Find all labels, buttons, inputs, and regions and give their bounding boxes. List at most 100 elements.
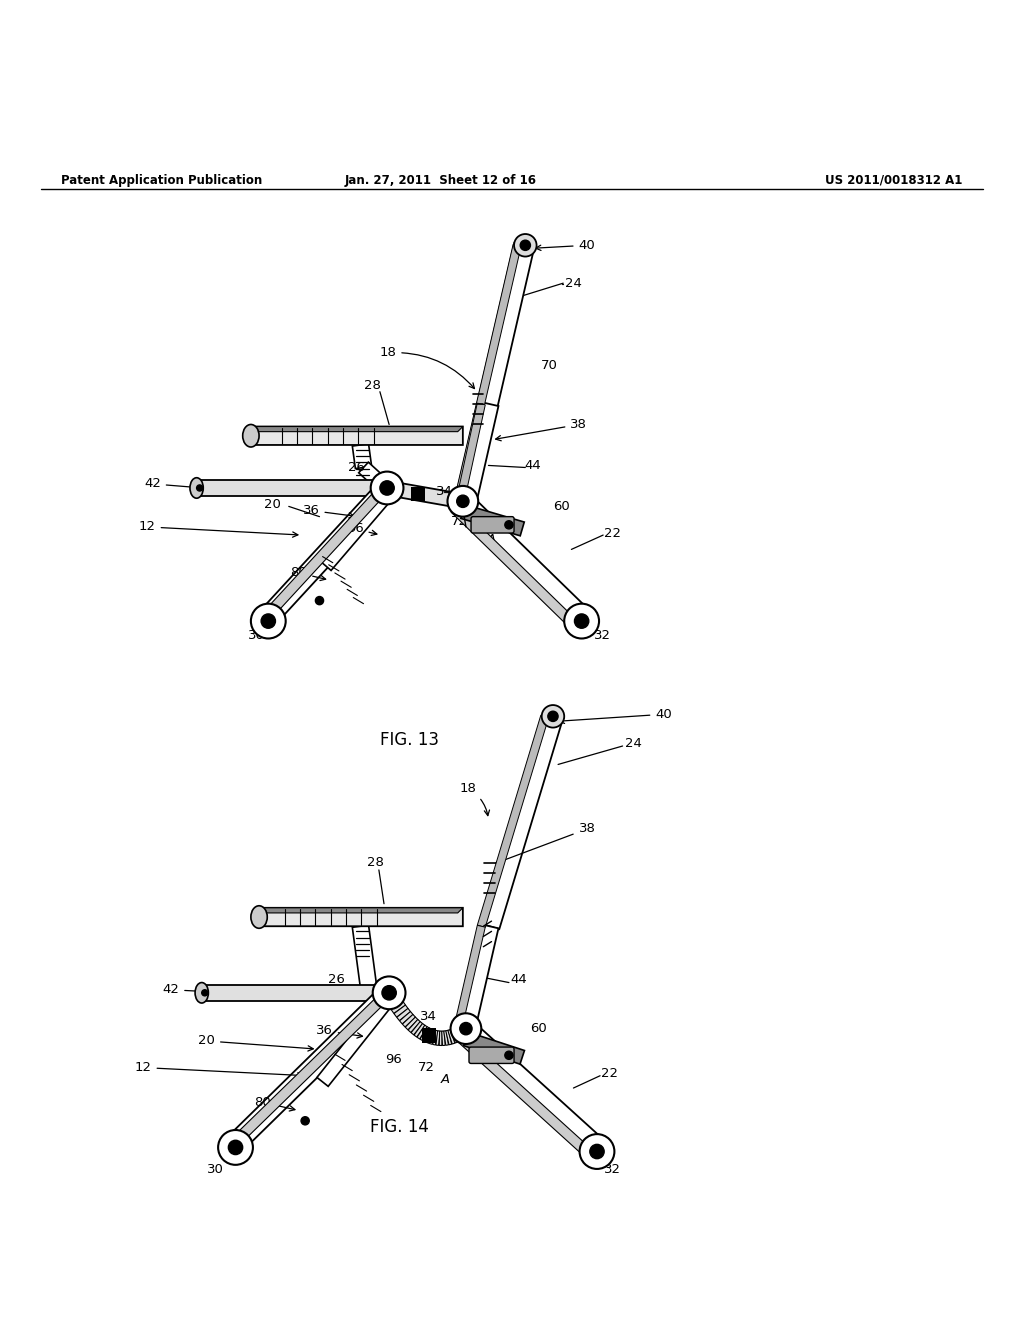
Text: 18: 18 <box>460 781 489 816</box>
Text: 32: 32 <box>604 1163 622 1176</box>
Polygon shape <box>447 1030 455 1044</box>
Text: A: A <box>440 1073 450 1086</box>
Polygon shape <box>420 1027 430 1040</box>
Text: 80: 80 <box>255 1096 295 1111</box>
Ellipse shape <box>195 982 209 1003</box>
Circle shape <box>514 234 537 256</box>
Text: 12: 12 <box>138 520 298 537</box>
Text: FIG. 14: FIG. 14 <box>370 1118 429 1137</box>
Polygon shape <box>256 491 383 627</box>
Text: 24: 24 <box>625 738 641 751</box>
Polygon shape <box>457 1024 467 1039</box>
Text: 22: 22 <box>604 527 622 540</box>
Text: 32: 32 <box>594 628 611 642</box>
Polygon shape <box>453 1027 461 1041</box>
FancyBboxPatch shape <box>469 1047 514 1064</box>
Circle shape <box>373 977 406 1010</box>
Circle shape <box>228 1140 243 1155</box>
Circle shape <box>382 986 396 1001</box>
Polygon shape <box>200 985 389 1001</box>
Polygon shape <box>454 925 485 1030</box>
Polygon shape <box>422 1028 436 1043</box>
Polygon shape <box>426 1028 434 1043</box>
Circle shape <box>380 480 394 495</box>
Polygon shape <box>461 504 524 536</box>
Polygon shape <box>459 1023 470 1036</box>
Polygon shape <box>464 1032 524 1064</box>
Text: 26: 26 <box>348 461 365 474</box>
Text: 42: 42 <box>144 478 199 490</box>
Polygon shape <box>261 480 394 624</box>
Polygon shape <box>388 998 403 1010</box>
Text: 96: 96 <box>347 523 377 536</box>
Text: 24: 24 <box>565 277 582 289</box>
Polygon shape <box>228 986 396 1151</box>
Text: 72: 72 <box>418 1061 435 1074</box>
Polygon shape <box>358 462 391 494</box>
Polygon shape <box>456 243 535 500</box>
Text: 60: 60 <box>553 500 569 513</box>
Polygon shape <box>457 403 485 499</box>
Polygon shape <box>386 480 464 508</box>
Polygon shape <box>399 1011 413 1024</box>
Text: 30: 30 <box>207 1163 223 1176</box>
Polygon shape <box>452 504 577 628</box>
Text: 40: 40 <box>559 708 672 723</box>
Polygon shape <box>409 1019 421 1032</box>
Polygon shape <box>450 1028 458 1043</box>
Circle shape <box>457 495 469 507</box>
Circle shape <box>301 1117 309 1125</box>
Polygon shape <box>436 1031 440 1045</box>
Text: 72: 72 <box>451 515 468 528</box>
Polygon shape <box>396 1008 411 1020</box>
Circle shape <box>520 240 530 251</box>
Circle shape <box>542 705 564 727</box>
Polygon shape <box>251 426 463 432</box>
Text: 34: 34 <box>420 1010 436 1023</box>
Polygon shape <box>445 1030 452 1045</box>
Polygon shape <box>317 994 394 1086</box>
Polygon shape <box>479 713 563 929</box>
Text: 40: 40 <box>536 239 595 252</box>
Polygon shape <box>443 1031 449 1045</box>
Text: 28: 28 <box>364 379 380 392</box>
Polygon shape <box>394 1005 409 1018</box>
Polygon shape <box>411 487 425 502</box>
Polygon shape <box>414 1023 425 1038</box>
Circle shape <box>251 603 286 639</box>
Ellipse shape <box>243 425 259 447</box>
Circle shape <box>315 597 324 605</box>
Polygon shape <box>246 426 463 445</box>
Text: 96: 96 <box>385 1053 401 1065</box>
Circle shape <box>574 614 589 628</box>
Polygon shape <box>457 924 499 1031</box>
Text: 22: 22 <box>601 1067 618 1080</box>
Text: Patent Application Publication: Patent Application Publication <box>61 174 263 187</box>
Text: 18: 18 <box>380 346 474 388</box>
Polygon shape <box>433 1031 438 1045</box>
Polygon shape <box>441 1031 445 1045</box>
Circle shape <box>447 486 478 516</box>
Circle shape <box>580 1134 614 1170</box>
Circle shape <box>451 1014 481 1044</box>
Polygon shape <box>391 1002 406 1014</box>
Circle shape <box>505 1051 513 1060</box>
Text: A: A <box>486 533 496 545</box>
Text: 70: 70 <box>541 359 557 372</box>
Text: 38: 38 <box>496 822 595 865</box>
Polygon shape <box>423 1028 432 1041</box>
Polygon shape <box>455 244 521 499</box>
Text: 30: 30 <box>248 628 264 642</box>
Circle shape <box>261 614 275 628</box>
Circle shape <box>371 471 403 504</box>
Polygon shape <box>383 989 398 1001</box>
Text: 28: 28 <box>367 857 383 870</box>
Text: US 2011/0018312 A1: US 2011/0018312 A1 <box>825 174 963 187</box>
Text: 42: 42 <box>163 983 206 997</box>
Text: 26: 26 <box>328 973 344 986</box>
Circle shape <box>505 520 513 529</box>
Text: Jan. 27, 2011  Sheet 12 of 16: Jan. 27, 2011 Sheet 12 of 16 <box>344 174 537 187</box>
Circle shape <box>218 1130 253 1164</box>
Circle shape <box>590 1144 604 1159</box>
Polygon shape <box>459 1022 604 1155</box>
